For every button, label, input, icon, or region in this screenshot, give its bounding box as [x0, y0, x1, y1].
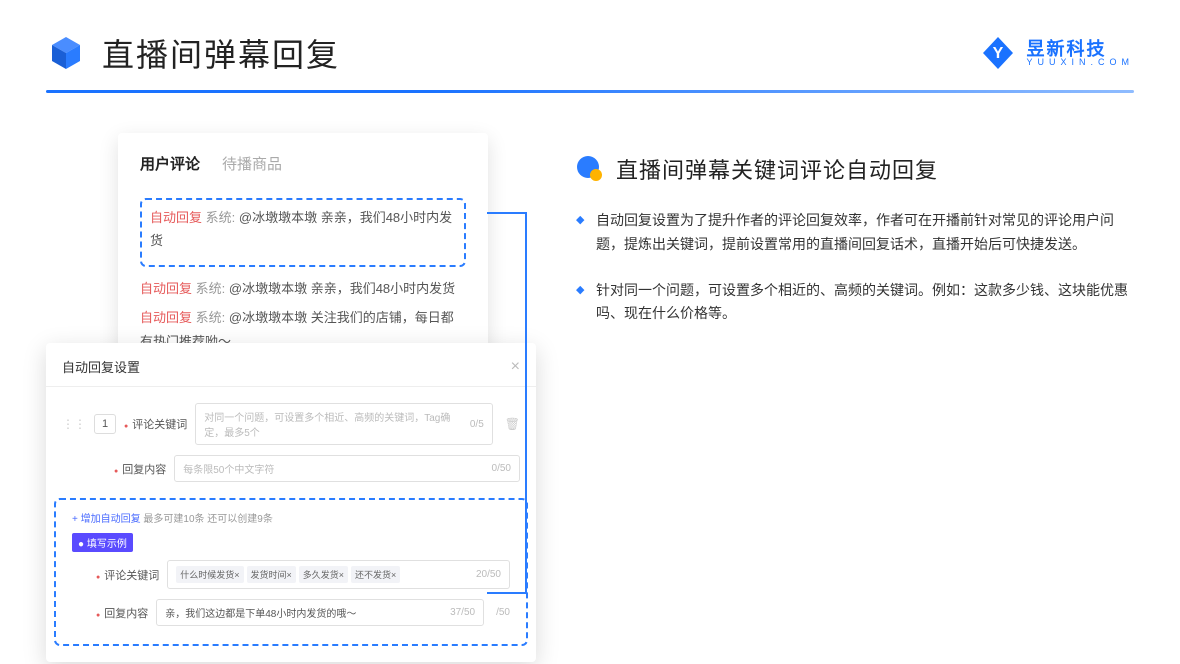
char-count-outer: /50 [496, 607, 510, 618]
page-title: 直播间弹幕回复 [102, 30, 340, 76]
example-keyword-row: 评论关键词 什么时候发货×发货时间×多久发货×还不发货× 20/50 [56, 560, 526, 589]
char-count: 37/50 [450, 607, 475, 618]
auto-reply-tag: 自动回复 [150, 210, 202, 225]
example-keyword-input[interactable]: 什么时候发货×发货时间×多久发货×还不发货× 20/50 [167, 560, 510, 589]
description-item: 自动回复设置为了提升作者的评论回复效率，作者可在开播前针对常见的评论用户问题，提… [576, 209, 1134, 257]
keyword-input[interactable]: 对同一个问题，可设置多个相近、高频的关键词，Tag确定，最多5个 0/5 [195, 403, 493, 445]
placeholder-text: 对同一个问题，可设置多个相近、高频的关键词，Tag确定，最多5个 [204, 409, 470, 439]
tab-user-comments[interactable]: 用户评论 [140, 153, 200, 180]
highlighted-comment: 自动回复 系统: @冰墩墩本墩 亲亲，我们48小时内发货 [140, 198, 466, 267]
section-head: 直播间弹幕关键词评论自动回复 [576, 153, 1134, 185]
close-icon[interactable]: × [511, 358, 520, 376]
section-title: 直播间弹幕关键词评论自动回复 [616, 153, 938, 185]
reply-row: 回复内容 每条限50个中文字符 0/50 [62, 455, 520, 482]
char-count: 20/50 [476, 569, 501, 580]
keyword-label: 评论关键词 [124, 416, 187, 432]
drag-handle-icon[interactable]: ⋮⋮ [62, 417, 86, 431]
diamond-logo-icon: Y [980, 35, 1016, 71]
description-column: 直播间弹幕关键词评论自动回复 自动回复设置为了提升作者的评论回复效率，作者可在开… [576, 133, 1134, 348]
example-reply-row: 回复内容 亲，我们这边都是下单48小时内发货的哦～ 37/50 /50 [56, 599, 526, 626]
system-tag: 系统: [196, 281, 226, 296]
svg-text:Y: Y [993, 45, 1004, 62]
logo-cn-text: 昱新科技 [1026, 40, 1134, 58]
header-left: 直播间弹幕回复 [46, 30, 340, 76]
placeholder-text: 每条限50个中文字符 [183, 461, 274, 476]
example-keyword-label: 评论关键词 [96, 567, 159, 583]
example-reply-input[interactable]: 亲，我们这边都是下单48小时内发货的哦～ 37/50 [156, 599, 484, 626]
tags-container: 什么时候发货×发货时间×多久发货×还不发货× [176, 566, 403, 583]
example-badge: ● 填写示例 [72, 533, 133, 552]
bubble-icon [576, 155, 604, 183]
auto-reply-tag: 自动回复 [140, 310, 192, 325]
add-auto-reply-row: + 增加自动回复 最多可建10条 还可以创建9条 [56, 506, 526, 529]
example-reply-label: 回复内容 [96, 605, 148, 621]
comment-row: 自动回复 系统: @冰墩墩本墩 亲亲，我们48小时内发货 [150, 206, 456, 253]
auto-reply-tag: 自动回复 [140, 281, 192, 296]
add-hint: 最多可建10条 还可以创建9条 [143, 514, 272, 525]
tab-pending-goods[interactable]: 待播商品 [222, 153, 282, 180]
system-tag: 系统: [206, 210, 236, 225]
tabs: 用户评论 待播商品 [140, 153, 466, 180]
description-item: 针对同一个问题，可设置多个相近的、高频的关键词。例如：这款多少钱、这块能优惠吗、… [576, 279, 1134, 327]
add-auto-reply-link[interactable]: + 增加自动回复 [72, 514, 141, 525]
comment-row: 自动回复 系统: @冰墩墩本墩 亲亲，我们48小时内发货 [140, 277, 466, 300]
reply-label: 回复内容 [114, 461, 166, 477]
example-reply-text: 亲，我们这边都是下单48小时内发货的哦～ [165, 605, 356, 620]
auto-reply-settings-panel: 自动回复设置 × ⋮⋮ 1 评论关键词 对同一个问题，可设置多个相近、高频的关键… [46, 343, 536, 662]
tag-chip[interactable]: 发货时间× [247, 566, 296, 583]
system-tag: 系统: [196, 310, 226, 325]
index-number: 1 [94, 414, 116, 434]
reply-input[interactable]: 每条限50个中文字符 0/50 [174, 455, 520, 482]
screenshot-column: 用户评论 待播商品 自动回复 系统: @冰墩墩本墩 亲亲，我们48小时内发货 自… [46, 133, 536, 613]
tag-chip[interactable]: 多久发货× [299, 566, 348, 583]
settings-title: 自动回复设置 [62, 357, 140, 376]
delete-icon[interactable]: 🗑 [505, 417, 520, 431]
comment-text: @冰墩墩本墩 亲亲，我们48小时内发货 [229, 281, 455, 296]
example-highlight: + 增加自动回复 最多可建10条 还可以创建9条 ● 填写示例 评论关键词 什么… [54, 498, 528, 646]
logo-en-text: YUUXIN.COM [1026, 58, 1134, 67]
cube-icon [46, 33, 86, 73]
page-header: 直播间弹幕回复 Y 昱新科技 YUUXIN.COM [0, 0, 1180, 90]
tag-chip[interactable]: 还不发货× [351, 566, 400, 583]
char-count: 0/5 [470, 419, 484, 430]
description-list: 自动回复设置为了提升作者的评论回复效率，作者可在开播前针对常见的评论用户问题，提… [576, 209, 1134, 326]
keyword-row: ⋮⋮ 1 评论关键词 对同一个问题，可设置多个相近、高频的关键词，Tag确定，最… [62, 403, 520, 445]
brand-logo: Y 昱新科技 YUUXIN.COM [980, 35, 1134, 71]
tag-chip[interactable]: 什么时候发货× [176, 566, 243, 583]
char-count: 0/50 [492, 463, 511, 474]
